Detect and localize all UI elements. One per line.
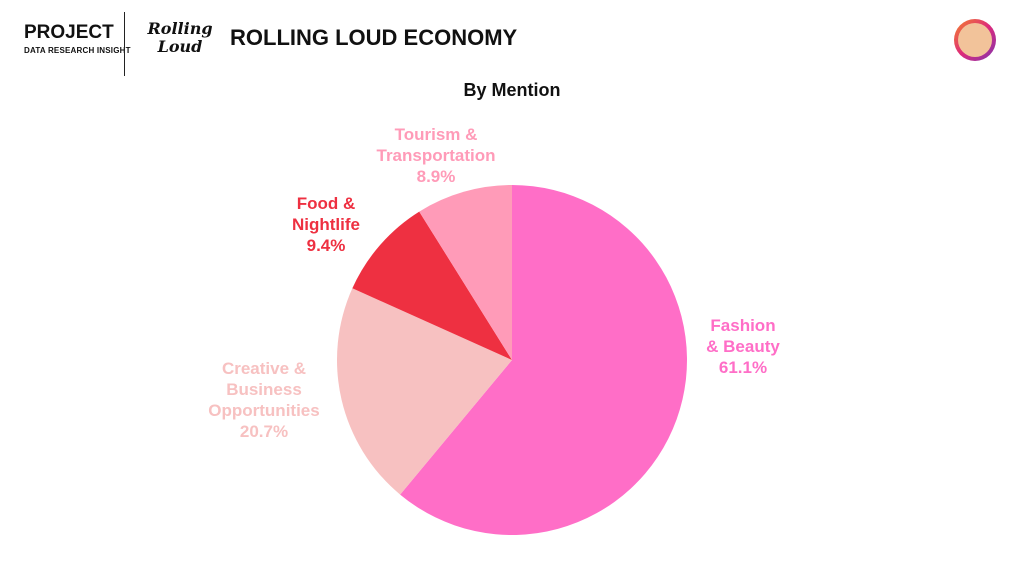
brand-subtitle: DATA RESEARCH INSIGHT: [24, 46, 131, 55]
headline: ROLLING LOUD ECONOMY: [230, 25, 518, 50]
slice-label: Fashion & Beauty: [706, 316, 780, 356]
pie-slice: [419, 185, 512, 360]
slice-value-label: 61.1%: [718, 358, 768, 377]
logo: Rolling Loud: [147, 19, 213, 56]
brand: PROJECT: [24, 22, 114, 43]
avatar-face: [958, 23, 992, 57]
slice-label: Food & Nightlife: [292, 194, 360, 234]
pie-slice: [337, 288, 512, 495]
divider: [124, 12, 125, 76]
pie-slice: [352, 211, 512, 360]
slice-label: Tourism & Transportation: [376, 125, 496, 165]
slice-value-label: 8.9%: [416, 167, 456, 186]
slice-value-label: 9.4%: [306, 236, 346, 255]
slice-value-label: 20.7%: [239, 422, 289, 441]
chart-title: By Mention: [463, 80, 561, 100]
pie-slice: [400, 185, 687, 535]
slice-label: Creative & Business Opportunities: [208, 359, 320, 420]
